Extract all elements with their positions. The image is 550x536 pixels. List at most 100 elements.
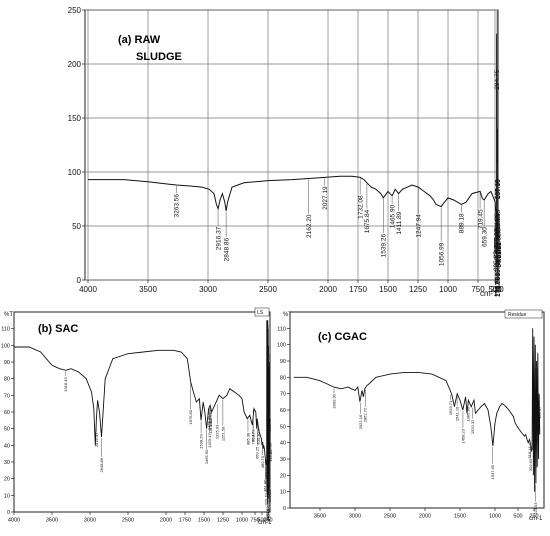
x-tick-label: 2000 (160, 518, 172, 524)
panel-c-title: (c) CGAC (318, 331, 367, 343)
peak-label: 329.70 (264, 493, 269, 506)
panel-b-legend-label: LS (257, 310, 264, 316)
panel-a-peak-labels: 3263.56 2916.37 2848.86 2162.20 2027.19 1732.… (174, 34, 503, 297)
x-tick-label: 1000 (489, 514, 501, 520)
panel-b-y-ticks: 0 10 20 30 40 50 60 70 80 90 100 110 (1, 327, 14, 516)
peak-label: 885.38 (245, 432, 250, 445)
y-tick-label: 20 (4, 477, 10, 483)
y-tick-label: 10 (4, 493, 10, 499)
peak-label: 183.46 (267, 418, 272, 431)
x-tick-label: 500 (513, 514, 522, 520)
peak-label: 3300.30 (331, 393, 336, 408)
x-tick-label: 4000 (8, 518, 20, 524)
panel-c-y-ticks: 0 10 20 30 40 50 60 70 80 90 100 110 (277, 326, 290, 512)
peak-label: 312.90 (264, 472, 269, 485)
peak-label: 2922.16 (358, 414, 363, 429)
y-tick-label: 0 (7, 510, 10, 516)
y-tick-label: 50 (72, 222, 81, 231)
peak-label: 385.37 (493, 251, 500, 271)
peak-label: 1056.99 (438, 242, 445, 266)
peak-label: 3263.56 (174, 194, 181, 218)
peak-label: 349.12 (494, 228, 501, 248)
peak-label: 221.82 (266, 367, 271, 380)
x-tick-label: 3000 (349, 514, 361, 520)
peak-label: 24.1 (496, 242, 503, 255)
peak-label: 2162.20 (306, 214, 313, 238)
peak-label: 1465.90 (389, 204, 396, 228)
peak-label: 63.51 (496, 242, 503, 259)
peak-label: 148.16 (268, 449, 273, 462)
panel-c-legend-label: Residue (508, 312, 527, 318)
peak-label: 1465.90 (204, 449, 209, 464)
peak-label: 1415.44 (208, 419, 213, 434)
peak-label: 1538.29 (199, 434, 204, 449)
panel-b-y-unit: %T (4, 312, 13, 318)
peak-label: 2916.37 (94, 432, 99, 447)
y-tick-label: 100 (1, 343, 10, 349)
x-tick-label: 2000 (419, 514, 431, 520)
panel-c-x-ticks: 3500 3000 2500 2000 1500 1000 500 250 (314, 508, 539, 520)
y-tick-label: 40 (280, 441, 286, 447)
y-tick-label: 110 (277, 326, 286, 332)
peak-label: 246.75 (266, 508, 271, 521)
x-tick-label: 750 (471, 285, 485, 294)
y-tick-label: 30 (4, 460, 10, 466)
y-tick-label: 40 (4, 443, 10, 449)
y-tick-label: 50 (4, 427, 10, 433)
peak-label: 1411.89 (396, 211, 403, 234)
panel-b-sac: %T 0 10 20 30 40 50 60 70 80 90 100 110 4000 3500 300… (1, 307, 273, 526)
peak-label: 250.75 (494, 277, 501, 297)
x-tick-label: 2000 (319, 285, 337, 294)
peak-label: 337.54 (494, 233, 501, 253)
y-tick-label: 20 (280, 473, 286, 479)
peak-label: 1413.61 (208, 412, 213, 427)
x-tick-label: 1750 (179, 518, 191, 524)
y-tick-label: 80 (4, 377, 10, 383)
peak-label: 54.27 (496, 251, 503, 268)
panel-a-title-line1: (a) RAW (118, 34, 161, 46)
peak-label: 150.45 (495, 256, 502, 276)
x-tick-label: 1500 (454, 514, 466, 520)
peak-label: 787.44 (251, 432, 256, 445)
peak-label: 171.66 (495, 277, 502, 297)
peak-label: 294.75 (494, 69, 501, 89)
peak-label: 276.42 (265, 505, 270, 518)
x-tick-label: 750 (250, 518, 259, 524)
x-tick-label: 250 (529, 514, 538, 520)
x-tick-label: 1500 (198, 518, 210, 524)
peak-label: 630.30 (256, 432, 261, 445)
panel-a-x-unit: cm-1 (480, 289, 498, 298)
x-tick-label: 1000 (236, 518, 248, 524)
peak-label: 1429.47 (207, 433, 212, 448)
peak-label: 2916.37 (215, 226, 222, 250)
peak-label: 2848.86 (99, 457, 104, 472)
y-tick-label: 80 (280, 375, 286, 381)
y-tick-label: 100 (277, 343, 286, 349)
x-tick-label: 250 (490, 285, 504, 294)
peak-label: 214.19 (534, 367, 539, 380)
x-tick-label: 4000 (79, 285, 97, 294)
peak-label: 302.63 (528, 458, 533, 471)
x-tick-label: 1750 (349, 285, 367, 294)
peak-label: 1676.80 (188, 409, 193, 424)
peak-label: 73.90 (496, 233, 503, 250)
peak-label: 86.54 (496, 224, 503, 241)
y-tick-label: 10 (280, 490, 286, 496)
x-tick-label: 1500 (379, 285, 397, 294)
panel-b-legend-box (254, 307, 270, 317)
peak-label: 190.30 (267, 489, 272, 502)
y-tick-label: 250 (68, 6, 82, 15)
panel-c-y-unit: %T (283, 312, 292, 318)
peak-label: 223.53 (533, 502, 538, 515)
x-tick-label: 500 (488, 285, 502, 294)
peak-label: 1633.71 (448, 400, 453, 415)
y-tick-label: 90 (280, 359, 286, 365)
panel-a-title-line2: SLUDGE (136, 51, 182, 63)
peak-label: 669.25 (255, 446, 260, 459)
panel-c-legend-box (504, 309, 543, 319)
y-tick-label: 150 (68, 114, 82, 123)
peak-label: 109.00 (495, 242, 502, 262)
peak-label: 480.70 (260, 455, 265, 468)
x-tick-label: 2500 (384, 514, 396, 520)
